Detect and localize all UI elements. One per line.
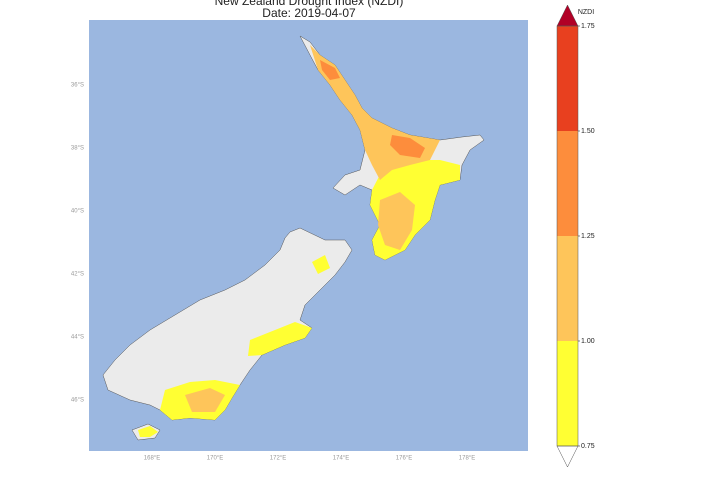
colorbar-bin [557, 236, 578, 341]
colorbar-bin [557, 26, 578, 131]
colorbar-tick-label: 1.75 [581, 23, 595, 30]
lon-label: 168°E [144, 456, 160, 462]
lon-label: 172°E [270, 456, 286, 462]
lat-label: 36°S [71, 83, 84, 89]
colorbar-tick-label: 1.25 [581, 233, 595, 240]
lat-label: 46°S [71, 398, 84, 404]
colorbar-label: NZDI [578, 9, 594, 16]
colorbar-over [556, 4, 579, 27]
lat-label: 40°S [71, 209, 84, 215]
colorbar-tick-label: 1.00 [581, 338, 595, 345]
lon-label: 176°E [396, 456, 412, 462]
lon-label: 178°E [459, 456, 475, 462]
colorbar-bin [557, 341, 578, 446]
map-subtitle: Date: 2019-04-07 [262, 6, 356, 20]
map-title: New Zealand Drought Index (NZDI) [215, 0, 404, 8]
lon-label: 170°E [207, 456, 223, 462]
lat-label: 38°S [71, 146, 84, 152]
lat-label: 44°S [71, 335, 84, 341]
colorbar-bin [557, 131, 578, 236]
drought-areas [138, 45, 460, 437]
colorbar-tick-label: 0.75 [581, 443, 595, 450]
lon-label: 174°E [333, 456, 349, 462]
colorbar-tick-label: 1.50 [581, 128, 595, 135]
colorbar-under [556, 445, 579, 468]
lat-label: 42°S [71, 272, 84, 278]
